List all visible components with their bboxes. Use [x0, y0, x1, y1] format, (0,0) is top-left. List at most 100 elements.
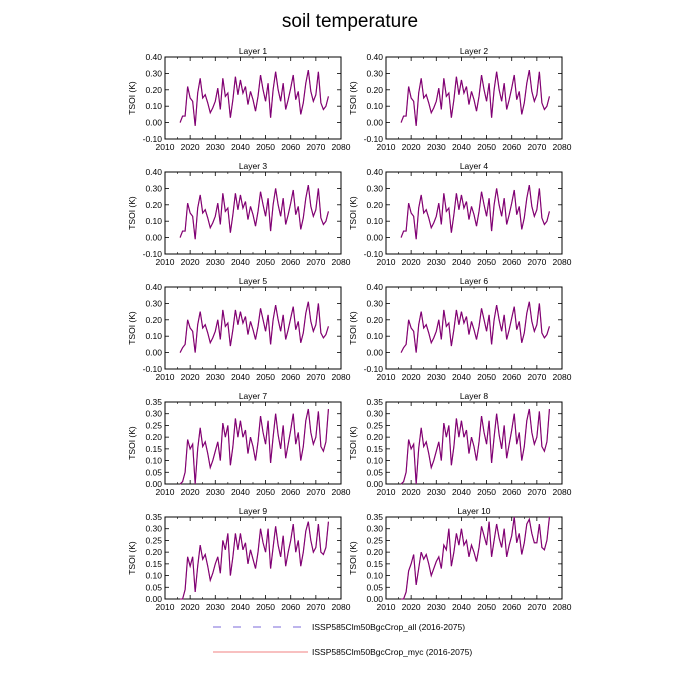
x-tick-label: 2060	[281, 602, 300, 612]
y-tick-label: 0.00	[145, 348, 162, 358]
x-tick-label: 2010	[377, 487, 396, 497]
y-tick-label: 0.10	[145, 216, 162, 226]
y-tick-label: 0.25	[145, 535, 162, 545]
y-tick-label: 0.10	[145, 331, 162, 341]
x-tick-label: 2080	[553, 142, 572, 152]
x-tick-label: 2020	[402, 142, 421, 152]
y-tick-label: 0.10	[145, 571, 162, 581]
x-tick-label: 2010	[377, 142, 396, 152]
y-tick-label: 0.15	[145, 444, 162, 454]
x-tick-label: 2060	[281, 257, 300, 267]
y-tick-label: 0.40	[145, 167, 162, 177]
y-tick-label: 0.20	[145, 200, 162, 210]
y-tick-label: 0.15	[366, 559, 383, 569]
y-tick-label: 0.30	[366, 68, 383, 78]
y-tick-label: 0.30	[145, 183, 162, 193]
y-tick-label: 0.05	[145, 467, 162, 477]
x-tick-label: 2070	[527, 372, 546, 382]
y-axis-label: TSOI (K)	[348, 311, 358, 345]
series-line-all	[179, 185, 329, 240]
x-tick-label: 2060	[502, 602, 521, 612]
x-tick-label: 2070	[527, 257, 546, 267]
x-tick-label: 2070	[306, 142, 325, 152]
x-tick-label: 2020	[402, 602, 421, 612]
x-tick-label: 2020	[402, 487, 421, 497]
panel-4: Layer 4 2010 2020 2030 2040 2050 2060 2070 2080 -…	[348, 161, 572, 267]
y-axis-label: TSOI (K)	[348, 81, 358, 115]
x-tick-label: 2050	[477, 487, 496, 497]
x-tick-label: 2060	[502, 257, 521, 267]
y-axis-label: TSOI (K)	[127, 196, 137, 230]
legend-label-all: ISSP585Clm50BgcCrop_all (2016-2075)	[312, 622, 465, 632]
y-tick-label: 0.40	[145, 282, 162, 292]
x-tick-label: 2050	[256, 487, 275, 497]
x-tick-label: 2080	[553, 602, 572, 612]
panel-title: Layer 6	[460, 276, 489, 286]
y-tick-label: 0.30	[145, 68, 162, 78]
panel-title: Layer 9	[239, 506, 268, 516]
x-tick-label: 2050	[256, 257, 275, 267]
y-axis-label: TSOI (K)	[127, 311, 137, 345]
series-line-all	[179, 70, 329, 126]
y-tick-label: 0.20	[366, 315, 383, 325]
series-line-all	[400, 185, 550, 240]
y-tick-label: 0.30	[145, 409, 162, 419]
x-tick-label: 2010	[156, 487, 175, 497]
series-line-all	[400, 70, 550, 126]
series-line-all	[400, 301, 550, 353]
x-tick-label: 2070	[527, 142, 546, 152]
x-tick-label: 2020	[181, 257, 200, 267]
y-tick-label: 0.05	[366, 582, 383, 592]
x-tick-label: 2030	[206, 257, 225, 267]
x-tick-label: 2030	[206, 602, 225, 612]
y-tick-label: -0.10	[364, 134, 384, 144]
panel-1: Layer 1 2010 2020 2030 2040 2050 2060 2070 2080 -…	[127, 46, 351, 152]
x-tick-label: 2020	[181, 372, 200, 382]
x-tick-label: 2010	[377, 257, 396, 267]
panel-8: Layer 8 2010 2020 2030 2040 2050 2060 2070 2080 0…	[348, 391, 572, 497]
y-tick-label: 0.10	[366, 331, 383, 341]
y-tick-label: 0.10	[366, 101, 383, 111]
y-tick-label: -0.10	[143, 364, 163, 374]
y-tick-label: 0.35	[145, 397, 162, 407]
y-tick-label: 0.30	[366, 298, 383, 308]
y-tick-label: 0.00	[366, 233, 383, 243]
x-tick-label: 2010	[377, 372, 396, 382]
panel-title: Layer 1	[239, 46, 268, 56]
x-tick-label: 2070	[306, 487, 325, 497]
y-tick-label: 0.20	[366, 200, 383, 210]
plot-frame	[164, 401, 342, 485]
series-line-all	[179, 408, 329, 485]
panel-7: Layer 7 2010 2020 2030 2040 2050 2060 2070 2080 0…	[127, 391, 351, 497]
x-tick-label: 2080	[332, 487, 351, 497]
panel-2: Layer 2 2010 2020 2030 2040 2050 2060 2070 2080 -…	[348, 46, 572, 152]
y-tick-label: 0.35	[145, 512, 162, 522]
x-tick-label: 2010	[156, 142, 175, 152]
x-tick-label: 2060	[281, 142, 300, 152]
y-tick-label: 0.40	[366, 52, 383, 62]
x-tick-label: 2030	[427, 602, 446, 612]
y-axis-label: TSOI (K)	[127, 541, 137, 575]
x-tick-label: 2070	[527, 487, 546, 497]
y-tick-label: 0.30	[145, 524, 162, 534]
panel-title: Layer 8	[460, 391, 489, 401]
y-tick-label: -0.10	[364, 364, 384, 374]
series-line-all	[401, 516, 550, 600]
y-tick-label: 0.10	[366, 571, 383, 581]
panel-title: Layer 4	[460, 161, 489, 171]
y-tick-label: 0.00	[145, 233, 162, 243]
x-tick-label: 2040	[231, 487, 250, 497]
panel-10: Layer 10 2010 2020 2030 2040 2050 2060 2070 2080…	[348, 506, 572, 612]
y-tick-label: 0.20	[145, 432, 162, 442]
y-tick-label: 0.30	[366, 183, 383, 193]
y-tick-label: 0.10	[145, 456, 162, 466]
y-tick-label: 0.25	[366, 535, 383, 545]
x-tick-label: 2030	[427, 142, 446, 152]
series-line-all	[400, 408, 550, 485]
x-tick-label: 2010	[377, 602, 396, 612]
y-tick-label: 0.00	[145, 594, 162, 604]
y-tick-label: 0.00	[366, 348, 383, 358]
x-tick-label: 2030	[206, 142, 225, 152]
panel-6: Layer 6 2010 2020 2030 2040 2050 2060 2070 2080 -…	[348, 276, 572, 382]
